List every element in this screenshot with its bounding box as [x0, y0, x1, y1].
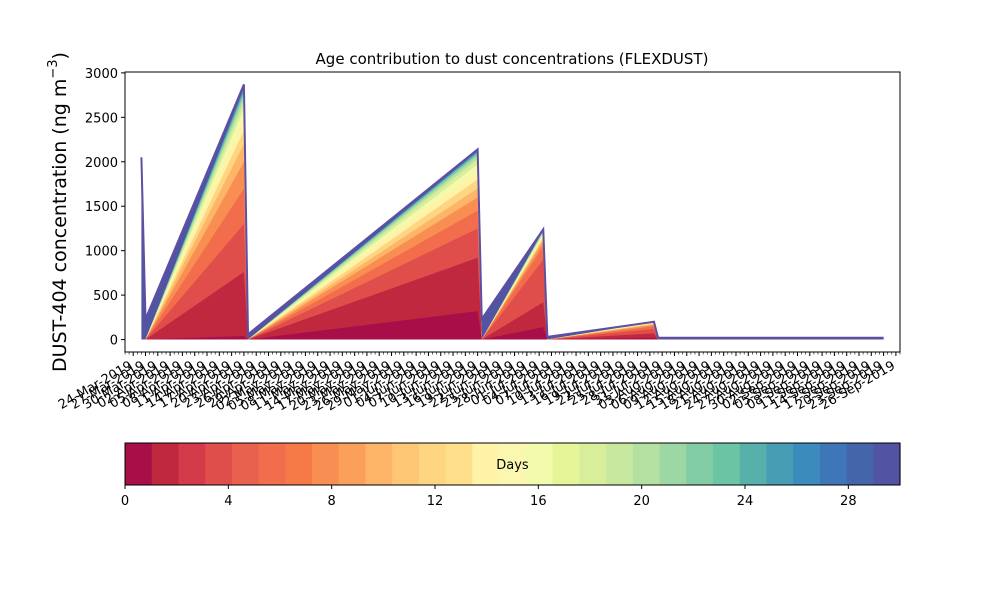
colorbar-tick-label: 16 [530, 494, 547, 509]
colorbar-segment [312, 443, 340, 485]
colorbar-segment [686, 443, 714, 485]
y-tick-label: 500 [93, 289, 118, 304]
area-band-age-2d [141, 257, 884, 340]
area-band-age-1d [141, 311, 884, 340]
colorbar-frame [124, 442, 901, 486]
y-axis: 0 500 1000 1500 2000 2500 3000 [85, 67, 125, 349]
colorbar-segment [205, 443, 233, 485]
colorbar-segment [231, 443, 260, 485]
colorbar-segment [258, 443, 286, 485]
y-tick-label: 3000 [85, 67, 118, 82]
colorbar-segment [766, 443, 794, 485]
colorbar-tick-label: 24 [737, 494, 754, 509]
colorbar-segment [445, 443, 474, 485]
colorbar-segment [552, 443, 580, 485]
colorbar-segment [846, 443, 874, 485]
y-tick-label: 1000 [85, 245, 118, 260]
colorbar-segment [125, 443, 153, 485]
colorbar-tick-label: 28 [840, 494, 857, 509]
colorbar-segment [418, 443, 447, 485]
colorbar-segment [338, 443, 367, 485]
colorbar-tick-label: 12 [427, 494, 444, 509]
colorbar: Days 0 4 8 12 16 20 24 28 [121, 442, 901, 509]
colorbar-segment [739, 443, 767, 485]
y-tick-label: 2500 [85, 111, 118, 126]
colorbar-segment [525, 443, 554, 485]
colorbar-segment [712, 443, 741, 485]
plot-frame [124, 71, 901, 353]
total-concentration-line [140, 84, 884, 339]
y-axis-label: DUST-404 concentration (ng m−3) [46, 52, 71, 372]
colorbar-segment [365, 443, 393, 485]
colorbar-segment [392, 443, 420, 485]
y-axis-label-close: ) [49, 52, 71, 59]
area-band-age-4d [141, 224, 884, 340]
y-axis-label-exponent: −3 [46, 59, 61, 78]
colorbar-segment [606, 443, 634, 485]
colorbar-label: Days [496, 458, 529, 473]
colorbar-segment [285, 443, 313, 485]
colorbar-segment [579, 443, 607, 485]
colorbar-segment [499, 443, 527, 485]
colorbar-segment [151, 443, 180, 485]
area-band-age-8d [141, 161, 884, 340]
colorbar-segment [793, 443, 821, 485]
y-tick-label: 1500 [85, 200, 118, 215]
colorbar-segment [873, 443, 901, 485]
area-band-age-10d [141, 144, 884, 340]
y-tick-label: 2000 [85, 156, 118, 171]
colorbar-segment [632, 443, 661, 485]
colorbar-segment [819, 443, 848, 485]
colorbar-segment [472, 443, 500, 485]
x-axis: 24-Mar-201927-Mar-201930-Mar-201902-Apr-… [56, 352, 901, 414]
colorbar-tick-label: 20 [633, 494, 650, 509]
colorbar-tick-label: 4 [224, 494, 232, 509]
colorbar-tick-label: 0 [121, 494, 129, 509]
colorbar-segment [659, 443, 687, 485]
y-tick-label: 0 [110, 334, 118, 349]
colorbar-segment [178, 443, 206, 485]
area-series-group [140, 84, 884, 340]
chart-title: Age contribution to dust concentrations … [316, 50, 709, 68]
area-band-age-14d [141, 117, 884, 340]
area-band-age-12d [141, 130, 884, 340]
colorbar-tick-label: 8 [328, 494, 336, 509]
